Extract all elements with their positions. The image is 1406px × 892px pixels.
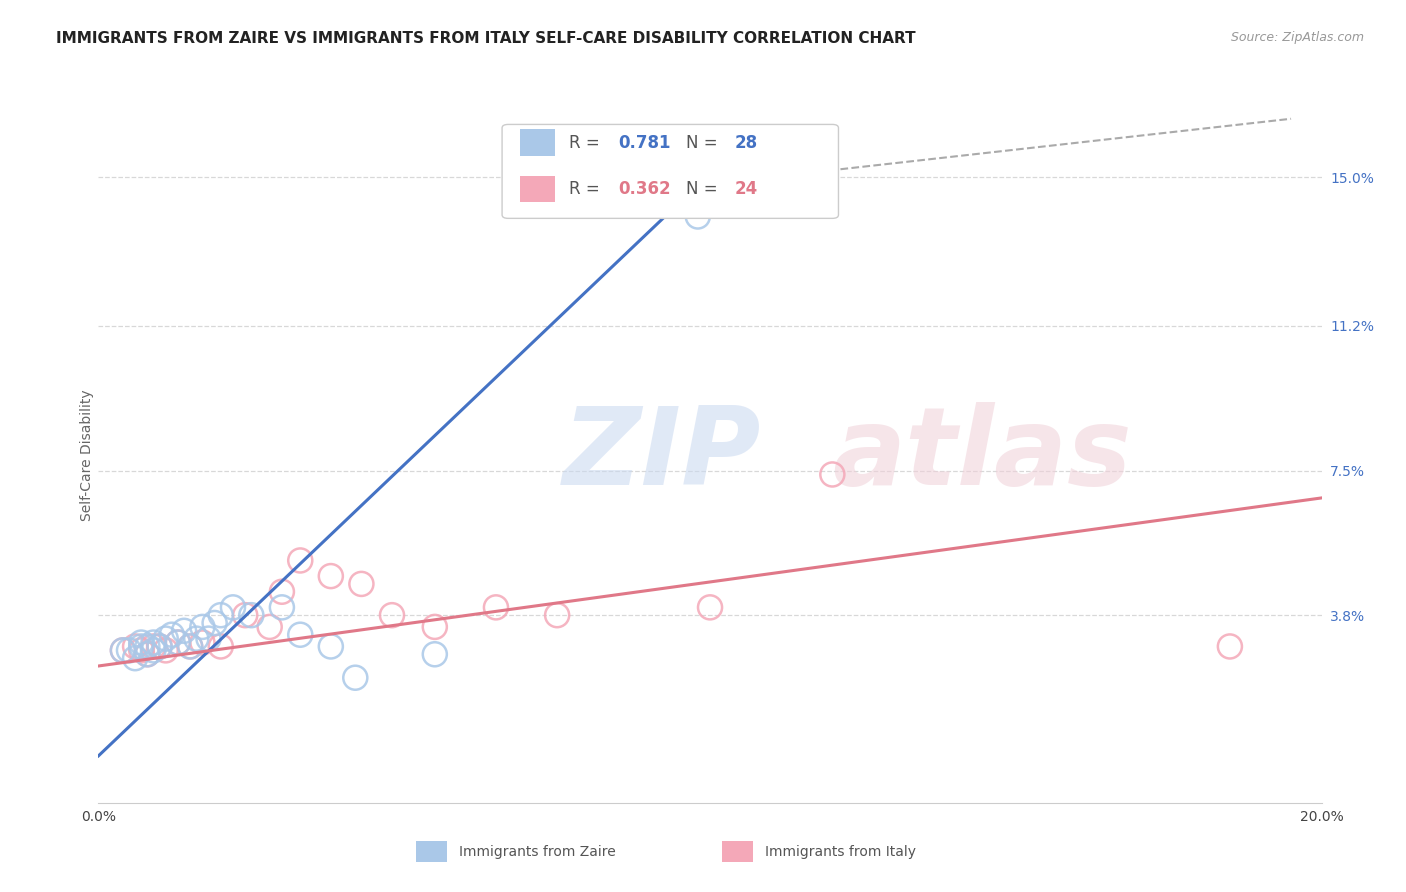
Point [129, 640, 152, 654]
Point [485, 600, 508, 615]
Point [423, 620, 446, 634]
Point [209, 608, 232, 623]
Point [699, 600, 721, 615]
Text: 0.362: 0.362 [619, 180, 671, 198]
Point [1219, 640, 1241, 654]
Point [240, 608, 263, 623]
Point [259, 620, 281, 634]
Text: N =: N = [686, 180, 723, 198]
Point [111, 643, 134, 657]
Point [124, 640, 146, 654]
Point [270, 600, 292, 615]
Point [167, 635, 190, 649]
Point [423, 647, 446, 661]
Text: ZIP: ZIP [564, 402, 762, 508]
Point [686, 210, 709, 224]
Point [222, 600, 245, 615]
Point [270, 584, 292, 599]
Point [160, 628, 183, 642]
Point [167, 635, 190, 649]
Point [209, 640, 232, 654]
Point [319, 640, 342, 654]
Point [129, 643, 152, 657]
Point [149, 640, 172, 654]
Point [233, 608, 256, 623]
Point [290, 628, 312, 642]
Point [136, 647, 159, 661]
Y-axis label: Self-Care Disability: Self-Care Disability [80, 389, 94, 521]
Point [191, 620, 214, 634]
Point [179, 640, 201, 654]
Point [124, 651, 146, 665]
Text: N =: N = [686, 134, 723, 152]
Point [136, 647, 159, 661]
Point [191, 635, 214, 649]
Bar [520, 129, 555, 156]
Point [173, 624, 195, 638]
Text: Source: ZipAtlas.com: Source: ZipAtlas.com [1230, 31, 1364, 45]
Text: Immigrants from Zaire: Immigrants from Zaire [460, 845, 616, 858]
Point [149, 640, 172, 654]
Point [197, 632, 219, 646]
Point [155, 643, 177, 657]
Text: IMMIGRANTS FROM ZAIRE VS IMMIGRANTS FROM ITALY SELF-CARE DISABILITY CORRELATION : IMMIGRANTS FROM ZAIRE VS IMMIGRANTS FROM… [56, 31, 915, 46]
Text: R =: R = [569, 134, 606, 152]
Point [204, 615, 226, 630]
Point [136, 640, 159, 654]
Point [290, 553, 312, 567]
Point [111, 643, 134, 657]
Point [344, 671, 367, 685]
Text: Immigrants from Italy: Immigrants from Italy [765, 845, 917, 858]
FancyBboxPatch shape [502, 124, 838, 219]
Point [129, 635, 152, 649]
Point [546, 608, 568, 623]
Point [319, 569, 342, 583]
Point [142, 640, 165, 654]
Point [118, 643, 141, 657]
Text: 0.781: 0.781 [619, 134, 671, 152]
Bar [416, 841, 447, 862]
Text: atlas: atlas [832, 402, 1132, 508]
Point [186, 632, 208, 646]
Point [142, 635, 165, 649]
Point [821, 467, 844, 482]
Point [142, 643, 165, 657]
Point [350, 577, 373, 591]
Bar [723, 841, 752, 862]
Text: 28: 28 [734, 134, 758, 152]
Text: 24: 24 [734, 180, 758, 198]
Point [155, 632, 177, 646]
Bar [520, 176, 555, 202]
Point [179, 640, 201, 654]
Point [381, 608, 404, 623]
Text: R =: R = [569, 180, 606, 198]
